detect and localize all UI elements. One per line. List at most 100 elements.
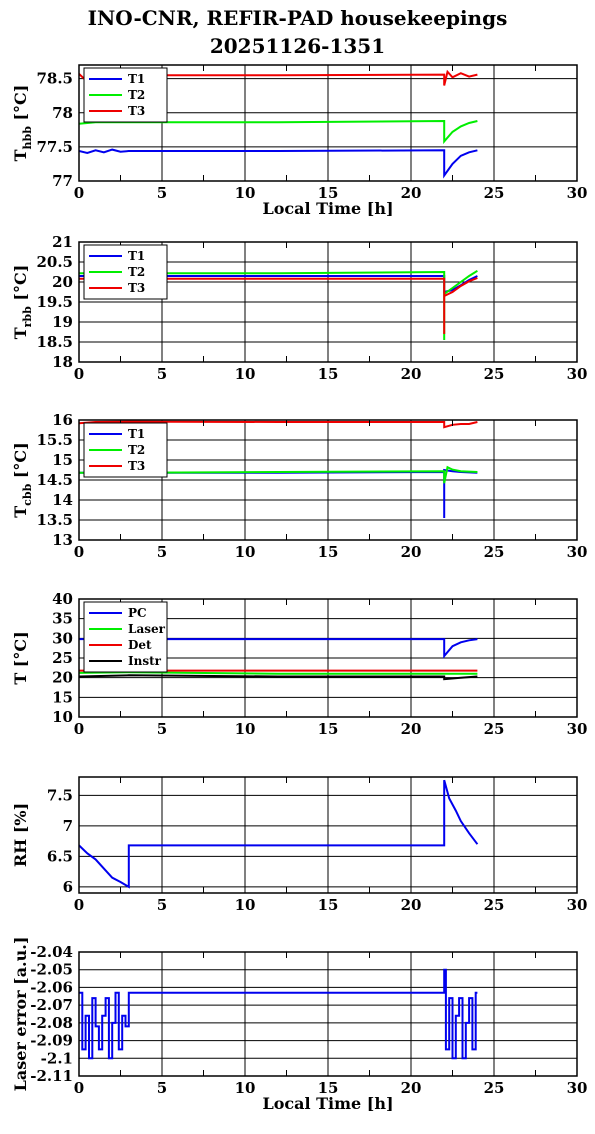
plot-frame <box>78 241 578 363</box>
y-axis-label: T [°C] <box>11 631 30 684</box>
y-axis-label: RH [%] <box>11 803 30 867</box>
x-tick-label: 0 <box>74 720 84 738</box>
x-tick-label: 15 <box>318 896 339 914</box>
y-tick-label: -2.04 <box>30 943 73 961</box>
chart-subtitle: 20251126-1351 <box>209 34 386 58</box>
legend-label: T1 <box>128 72 145 86</box>
legend-label: Laser <box>128 622 166 636</box>
x-tick-label: 20 <box>401 543 422 561</box>
y-tick-label: -2.06 <box>30 978 73 996</box>
x-tick-label: 30 <box>567 543 588 561</box>
y-tick-label: 78.5 <box>36 70 73 88</box>
y-tick-label: 7 <box>63 817 73 835</box>
y-tick-label: -2.05 <box>30 961 73 979</box>
legend-label: T1 <box>128 427 145 441</box>
x-tick-label: 20 <box>401 1079 422 1097</box>
y-tick-label: 25 <box>52 649 73 667</box>
x-tick-label: 30 <box>567 365 588 383</box>
y-tick-label: 21 <box>52 233 73 251</box>
series-line-1 <box>79 779 479 889</box>
y-tick-label: 20.5 <box>36 253 73 271</box>
x-tick-label: 0 <box>74 1079 84 1097</box>
plot-panel-1: 77 77.5 78 78.5 0 5 10 15 20 25 30 Local Time [h] Th… <box>11 64 587 218</box>
legend-label: T3 <box>128 281 145 295</box>
y-tick-label: -2.08 <box>30 1014 73 1032</box>
series-line-1 <box>79 968 478 1060</box>
y-axis-label: Laser error [a.u.] <box>11 937 30 1092</box>
x-tick-label: 10 <box>235 896 256 914</box>
x-tick-label: 30 <box>567 1079 588 1097</box>
x-tick-label: 25 <box>484 365 505 383</box>
legend-label: T2 <box>128 88 145 102</box>
x-tick-label: 25 <box>484 184 505 202</box>
y-tick-label: 10 <box>52 708 73 726</box>
y-tick-label: 19 <box>52 313 73 331</box>
x-tick-label: 5 <box>157 543 167 561</box>
plot-frame <box>78 776 578 894</box>
legend-label: Det <box>128 638 152 652</box>
chart-title: INO-CNR, REFIR-PAD housekeepings <box>87 6 508 30</box>
y-tick-label: 77.5 <box>36 138 73 156</box>
y-tick-label: 77 <box>52 172 73 190</box>
series-line-instr <box>79 674 478 681</box>
x-tick-label: 25 <box>484 896 505 914</box>
x-tick-label: 10 <box>235 184 256 202</box>
x-tick-label: 0 <box>74 365 84 383</box>
series-line-t3 <box>79 420 478 429</box>
plot-panel-5: 6 6.5 7 7.5 0 5 10 15 20 25 30 RH [%] <box>11 776 588 914</box>
y-tick-label: 19.5 <box>36 293 73 311</box>
y-tick-label: 6 <box>63 878 73 896</box>
x-tick-label: 20 <box>401 720 422 738</box>
y-axis-label: Thbb [°C] <box>11 85 34 162</box>
plot-panel-2: 18 18.5 19 19.5 20 20.5 21 0 5 10 15 20 25 30 Trbb [°C… <box>11 233 587 383</box>
legend-label: T3 <box>128 104 145 118</box>
x-tick-label: 5 <box>157 184 167 202</box>
x-tick-label: 15 <box>318 543 339 561</box>
x-tick-label: 30 <box>567 896 588 914</box>
y-tick-label: -2.11 <box>30 1067 73 1085</box>
y-tick-label: 15.5 <box>36 431 73 449</box>
series-line-t3 <box>79 277 478 334</box>
y-tick-label: 18.5 <box>36 333 73 351</box>
x-tick-label: 0 <box>74 184 84 202</box>
y-axis-label: Tcbb [°C] <box>11 442 34 517</box>
chart-title-block: INO-CNR, REFIR-PAD housekeepings 2025112… <box>0 4 595 60</box>
x-tick-label: 25 <box>484 1079 505 1097</box>
legend-label: T2 <box>128 443 145 457</box>
y-tick-label: -2.1 <box>41 1049 73 1067</box>
y-tick-label: 20 <box>52 669 73 687</box>
x-tick-label: 20 <box>401 896 422 914</box>
x-tick-label: 0 <box>74 543 84 561</box>
y-tick-label: 7.5 <box>47 786 73 804</box>
plot-panel-6: -2.11-2.1-2.09-2.08-2.07-2.06-2.05-2.04 0… <box>11 937 587 1113</box>
x-tick-label: 5 <box>157 1079 167 1097</box>
x-tick-label: 25 <box>484 720 505 738</box>
x-tick-label: 5 <box>157 896 167 914</box>
x-tick-label: 15 <box>318 184 339 202</box>
y-tick-label: 14 <box>52 491 73 509</box>
plot-frame <box>78 951 578 1077</box>
y-tick-label: 6.5 <box>47 847 73 865</box>
legend-label: Instr <box>128 654 162 668</box>
legend-label: T2 <box>128 265 145 279</box>
y-tick-label: 40 <box>52 590 73 608</box>
y-tick-label: 18 <box>52 353 73 371</box>
x-tick-label: 20 <box>401 184 422 202</box>
plot-panel-3: 13 13.5 14 14.5 15 15.5 16 0 5 10 15 20 25 30 Tcbb [°C… <box>11 411 587 561</box>
x-tick-label: 15 <box>318 720 339 738</box>
legend-label: PC <box>128 606 147 620</box>
series-line-t2 <box>79 465 478 484</box>
y-tick-label: 13.5 <box>36 511 73 529</box>
x-axis-label: Local Time [h] <box>262 1094 393 1113</box>
y-tick-label: 15 <box>52 688 73 706</box>
x-tick-label: 10 <box>235 720 256 738</box>
x-tick-label: 15 <box>318 365 339 383</box>
plot-frame <box>78 64 578 182</box>
y-tick-label: -2.07 <box>30 996 73 1014</box>
y-tick-label: 20 <box>52 273 73 291</box>
x-tick-label: 10 <box>235 543 256 561</box>
x-axis-label: Local Time [h] <box>262 199 393 218</box>
y-tick-label: 16 <box>52 411 73 429</box>
series-line-t2 <box>79 119 478 145</box>
